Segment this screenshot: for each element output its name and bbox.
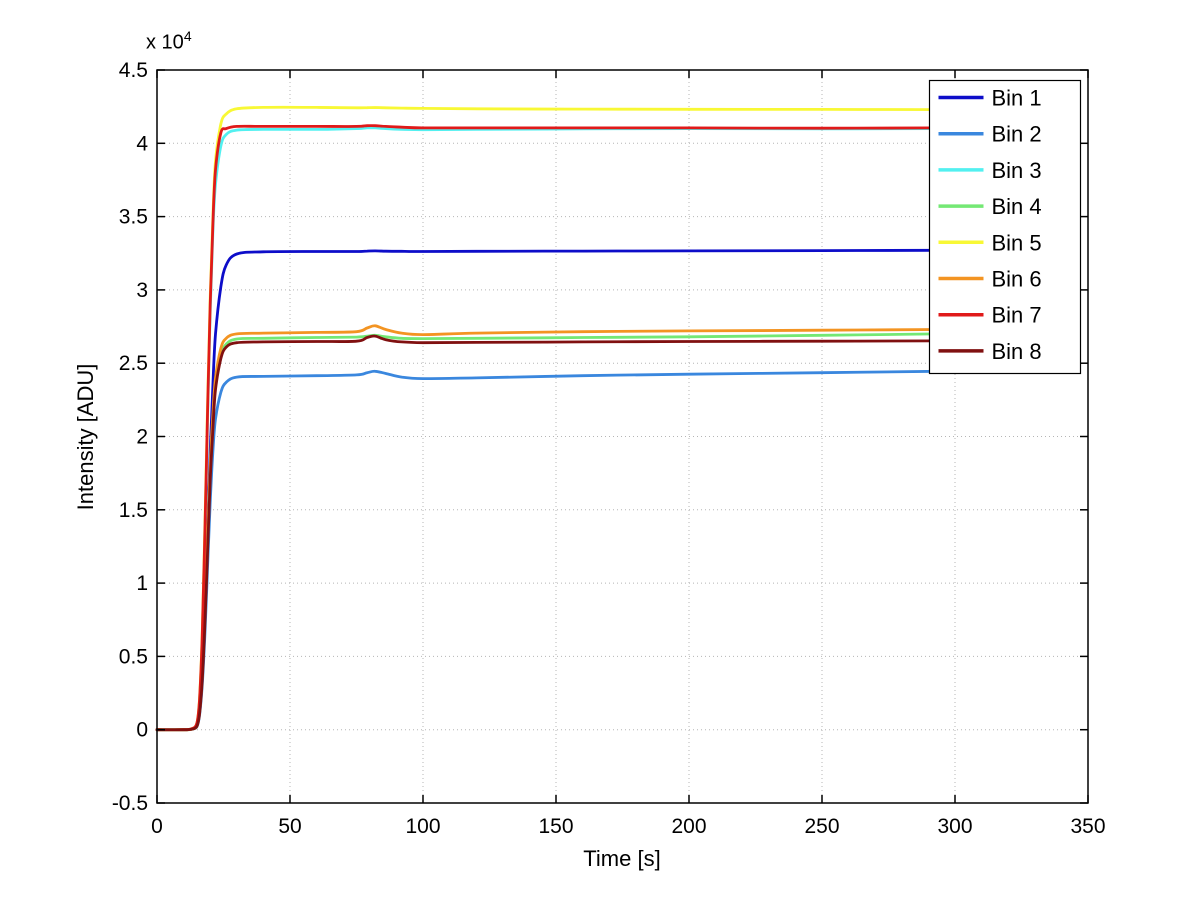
- x-tick-label: 300: [937, 815, 972, 838]
- series-line-bin-7: [155, 124, 938, 732]
- legend-label: Bin 6: [992, 267, 1042, 292]
- x-tick-label: 350: [1070, 815, 1105, 838]
- y-tick-label: 4.5: [119, 59, 148, 82]
- legend: Bin 1 Bin 2 Bin 3 Bin 4 Bin 5 Bin 6 Bin 7 Bin 8: [928, 79, 1082, 375]
- x-tick-label: 150: [538, 815, 573, 838]
- y-tick-label: 2.5: [119, 352, 148, 375]
- x-tick-label: 100: [405, 815, 440, 838]
- legend-box: [928, 79, 1082, 375]
- y-tick-label: 4: [136, 132, 148, 155]
- x-tick-label: 0: [151, 815, 163, 838]
- legend-label: Bin 1: [992, 86, 1042, 111]
- x-axis-label: Time [s]: [583, 846, 661, 871]
- x-tick-label: 250: [804, 815, 839, 838]
- y-tick-label: 2: [136, 426, 148, 449]
- y-tick-label: 3: [136, 279, 148, 302]
- y-tick-label: 0.5: [119, 645, 148, 668]
- y-tick-label: 3.5: [119, 206, 148, 229]
- x-tick-label: 200: [671, 815, 706, 838]
- x-tick-label: 50: [278, 815, 301, 838]
- y-tick-label: -0.5: [112, 792, 148, 815]
- legend-label: Bin 3: [992, 158, 1042, 183]
- legend-label: Bin 5: [992, 230, 1042, 255]
- series-line-bin-8: [155, 334, 938, 732]
- y-tick-label: 0: [136, 719, 148, 742]
- y-tick-label: 1: [136, 572, 148, 595]
- y-tick-label: 1.5: [119, 499, 148, 522]
- y-axis-exponent-label: x 104: [146, 28, 192, 54]
- legend-label: Bin 8: [992, 339, 1042, 364]
- y-axis-label: Intensity [ADU]: [73, 363, 98, 511]
- legend-label: Bin 7: [992, 303, 1042, 328]
- legend-label: Bin 4: [992, 194, 1042, 219]
- legend-label: Bin 2: [992, 122, 1042, 147]
